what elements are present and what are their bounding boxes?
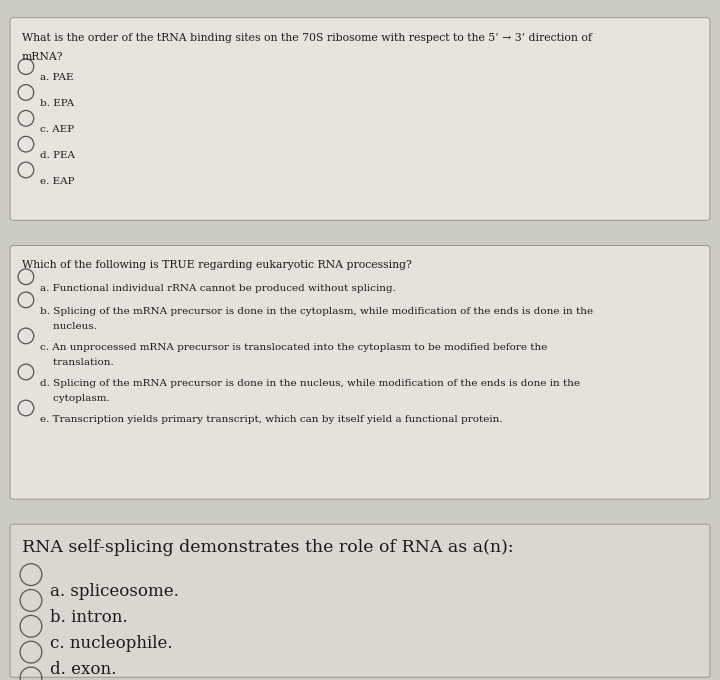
- Text: cytoplasm.: cytoplasm.: [40, 394, 110, 403]
- Text: e. Transcription yields primary transcript, which can by itself yield a function: e. Transcription yields primary transcri…: [40, 415, 503, 424]
- FancyBboxPatch shape: [10, 524, 710, 677]
- Text: d. exon.: d. exon.: [50, 661, 117, 678]
- Text: nucleus.: nucleus.: [40, 322, 97, 330]
- Text: e. EAP: e. EAP: [40, 177, 75, 186]
- Text: d. PEA: d. PEA: [40, 151, 76, 160]
- Text: RNA self-splicing demonstrates the role of RNA as a(n):: RNA self-splicing demonstrates the role …: [22, 539, 513, 556]
- Text: b. Splicing of the mRNA precursor is done in the cytoplasm, while modification o: b. Splicing of the mRNA precursor is don…: [40, 307, 593, 316]
- FancyBboxPatch shape: [10, 245, 710, 499]
- Text: b. EPA: b. EPA: [40, 99, 74, 108]
- FancyBboxPatch shape: [10, 18, 710, 220]
- Text: a. Functional individual rRNA cannot be produced without splicing.: a. Functional individual rRNA cannot be …: [40, 284, 396, 292]
- Text: translation.: translation.: [40, 358, 114, 367]
- Text: c. An unprocessed mRNA precursor is translocated into the cytoplasm to be modifi: c. An unprocessed mRNA precursor is tran…: [40, 343, 548, 352]
- Text: mRNA?: mRNA?: [22, 52, 63, 62]
- Text: Which of the following is TRUE regarding eukaryotic RNA processing?: Which of the following is TRUE regarding…: [22, 260, 411, 271]
- Text: a. PAE: a. PAE: [40, 73, 74, 82]
- Text: c. AEP: c. AEP: [40, 125, 74, 134]
- Text: b. intron.: b. intron.: [50, 609, 128, 626]
- Text: a. spliceosome.: a. spliceosome.: [50, 583, 179, 600]
- Text: What is the order of the tRNA binding sites on the 70S ribosome with respect to : What is the order of the tRNA binding si…: [22, 33, 592, 43]
- Text: d. Splicing of the mRNA precursor is done in the nucleus, while modification of : d. Splicing of the mRNA precursor is don…: [40, 379, 580, 388]
- Text: c. nucleophile.: c. nucleophile.: [50, 635, 173, 652]
